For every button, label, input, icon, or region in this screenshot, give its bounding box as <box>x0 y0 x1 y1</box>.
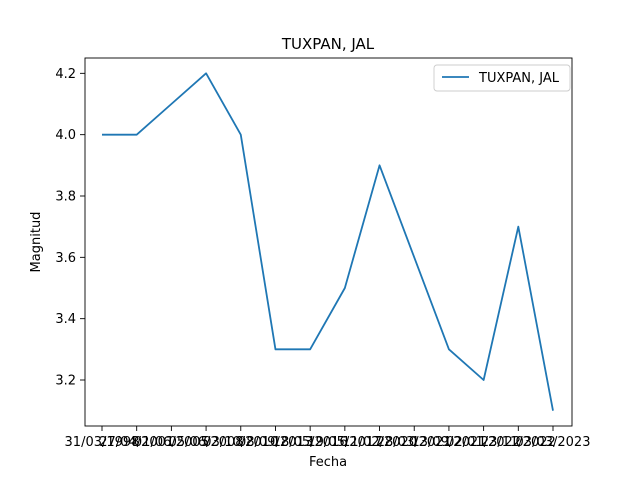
legend-box <box>433 64 571 92</box>
x-tick-label: 28/03/2021 <box>377 435 452 450</box>
plot-layer <box>101 72 554 412</box>
x-tick-label: 02/01/2022 <box>446 435 521 450</box>
y-tick-label: 4.2 <box>55 67 76 82</box>
data-point <box>517 226 519 228</box>
x-tick-label: 23/11/2022 <box>481 435 556 450</box>
data-point <box>274 348 276 350</box>
x-tick-label: 19/05/2017 <box>307 435 382 450</box>
x-tick-label: 05/06/2008 <box>169 435 244 450</box>
x-tick-label: 27/04/2001 <box>99 435 174 450</box>
data-point <box>413 256 415 258</box>
x-tick-label: 13/09/2021 <box>411 435 486 450</box>
x-tick-label: 03/03/2023 <box>516 435 591 450</box>
series-line-0 <box>102 72 554 411</box>
data-point <box>101 134 103 136</box>
data-point <box>136 134 138 136</box>
data-point <box>483 379 485 381</box>
data-point <box>309 348 311 350</box>
x-tick-label: 18/05/2016 <box>273 435 348 450</box>
data-point <box>448 348 450 350</box>
y-tick-label: 3.2 <box>55 374 76 389</box>
data-point <box>552 410 554 412</box>
x-tick-label: 08/09/2013 <box>238 435 313 450</box>
data-point <box>205 72 207 74</box>
y-tick-label: 4.0 <box>55 128 76 143</box>
y-tick-label: 3.8 <box>55 190 76 205</box>
x-axis-ticks: 31/03/199827/04/200101/06/200505/06/2008… <box>65 426 591 450</box>
chart-title: TUXPAN, JAL <box>281 35 375 53</box>
y-tick-label: 3.4 <box>55 312 76 327</box>
data-point <box>379 164 381 166</box>
data-point <box>240 134 242 136</box>
x-tick-label: 03/10/2010 <box>203 435 278 450</box>
y-tick-label: 3.6 <box>55 251 76 266</box>
x-axis-label: Fecha <box>309 455 347 470</box>
legend-entry-label: TUXPAN, JAL <box>478 71 560 86</box>
y-axis-ticks: 3.2 3.4 3.6 3.8 4.0 4.2 <box>55 67 85 389</box>
data-point <box>170 103 172 105</box>
legend: TUXPAN, JAL <box>433 64 571 92</box>
data-point <box>344 287 346 289</box>
plot-frame <box>84 57 573 427</box>
y-axis-label: Magnitud <box>29 212 44 273</box>
x-tick-label: 31/03/1998 <box>65 435 140 450</box>
x-tick-label: 11/02/2020 <box>342 435 417 450</box>
x-tick-label: 01/06/2005 <box>134 435 209 450</box>
